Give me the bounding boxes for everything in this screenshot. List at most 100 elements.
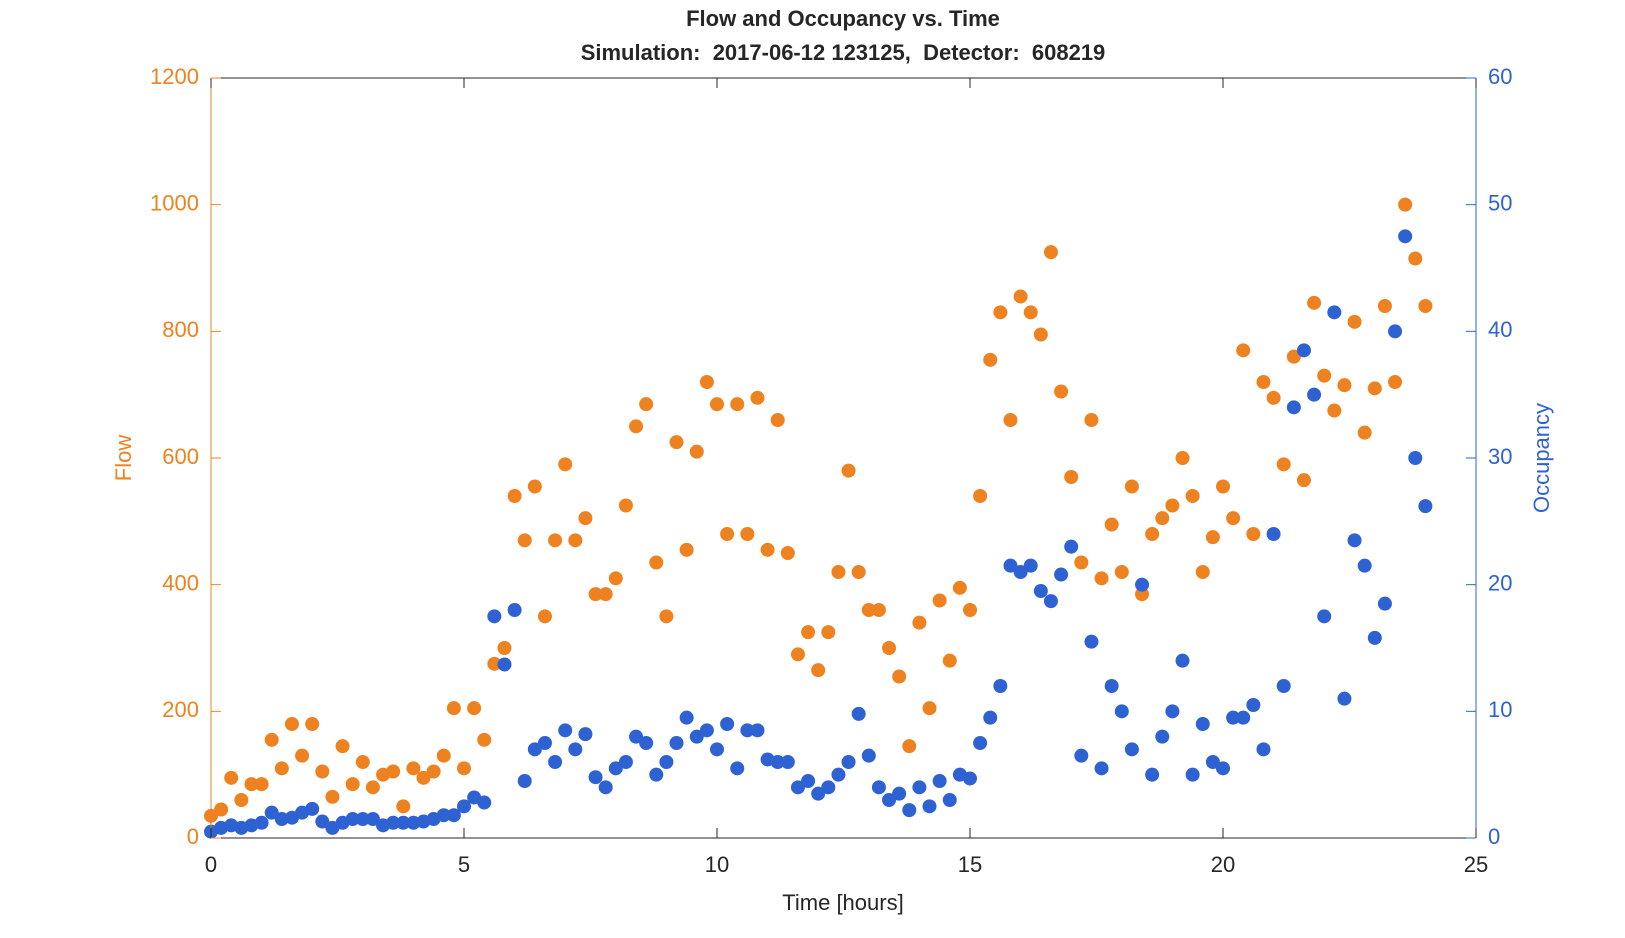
data-point: [730, 397, 745, 412]
x-tick-label: 5: [458, 852, 470, 877]
data-point: [598, 587, 613, 602]
data-point: [952, 580, 967, 595]
data-point: [1418, 499, 1433, 514]
data-point: [497, 641, 512, 655]
data-point: [548, 533, 563, 548]
data-point: [1104, 679, 1119, 693]
data-point: [1226, 511, 1241, 526]
data-point: [396, 799, 411, 814]
data-point: [477, 732, 492, 747]
data-point: [902, 739, 917, 754]
y2-tick-label: 20: [1488, 570, 1512, 595]
data-point: [882, 793, 897, 807]
y2-axis-label: Occupancy: [1529, 403, 1554, 513]
data-point: [1124, 742, 1139, 757]
y-axis-label: Flow: [111, 435, 136, 482]
data-point: [386, 764, 401, 779]
data-point: [1266, 527, 1281, 541]
data-point: [831, 565, 846, 579]
data-point: [1246, 698, 1261, 712]
data-point: [254, 777, 269, 792]
data-point: [720, 527, 735, 541]
data-point: [750, 390, 765, 405]
data-point: [457, 799, 471, 814]
data-point: [679, 542, 694, 557]
data-point: [214, 802, 229, 817]
data-point: [1175, 653, 1190, 668]
data-point: [679, 710, 694, 725]
data-point: [993, 679, 1008, 693]
data-point: [811, 663, 826, 678]
data-point: [760, 542, 775, 557]
data-point: [467, 701, 482, 716]
data-point: [710, 397, 724, 412]
y2-tick-label: 40: [1488, 317, 1512, 342]
data-point: [973, 489, 988, 503]
data-point: [355, 812, 370, 826]
data-point: [699, 723, 714, 738]
data-point: [1195, 565, 1210, 579]
data-point: [1043, 594, 1058, 609]
data-point: [1043, 245, 1058, 260]
data-point: [315, 764, 330, 779]
data-point: [1296, 473, 1311, 488]
data-point: [568, 533, 583, 548]
data-point: [942, 793, 957, 807]
data-point: [507, 489, 522, 503]
data-point: [1104, 517, 1119, 532]
y2-tick-label: 0: [1488, 824, 1500, 849]
data-point: [942, 653, 957, 668]
data-point: [730, 761, 745, 776]
data-point: [851, 706, 866, 721]
data-point: [750, 723, 765, 738]
data-point: [1114, 704, 1129, 719]
data-point: [1337, 691, 1352, 706]
data-point: [1074, 748, 1089, 763]
data-point: [1388, 324, 1403, 339]
data-point: [396, 815, 411, 830]
data-point: [618, 755, 633, 769]
data-point: [973, 736, 988, 750]
data-point: [780, 755, 795, 769]
data-point: [1418, 299, 1433, 313]
data-point: [608, 761, 623, 776]
y2-tick-label: 10: [1488, 697, 1512, 722]
data-point: [1064, 470, 1079, 484]
data-point: [629, 419, 644, 434]
data-point: [770, 413, 785, 427]
data-point: [345, 812, 360, 826]
data-point: [264, 732, 279, 747]
data-point: [1357, 425, 1372, 440]
data-point: [740, 527, 755, 541]
data-point: [1145, 527, 1160, 541]
data-point: [983, 352, 998, 367]
data-point: [963, 603, 977, 617]
data-point: [790, 647, 805, 662]
data-point: [295, 748, 310, 763]
data-point: [1276, 457, 1291, 472]
data-point: [770, 755, 785, 769]
data-point: [1175, 451, 1190, 465]
x-axis-label: Time [hours]: [782, 890, 903, 915]
data-point: [963, 771, 977, 786]
data-point: [1145, 767, 1160, 782]
data-point: [669, 736, 684, 750]
data-point: [659, 755, 674, 769]
data-point: [537, 609, 552, 624]
data-point: [1013, 565, 1028, 579]
data-point: [1216, 761, 1230, 776]
data-point: [811, 786, 826, 801]
data-point: [659, 609, 674, 624]
data-point: [365, 780, 380, 795]
data-point: [1135, 577, 1150, 592]
x-tick-label: 25: [1464, 852, 1488, 877]
data-point: [1286, 400, 1301, 415]
data-point: [345, 777, 360, 792]
data-point: [1003, 558, 1018, 573]
data-point: [1256, 742, 1271, 757]
data-point: [1205, 530, 1220, 545]
data-point: [517, 774, 532, 788]
data-point: [1003, 413, 1018, 427]
data-point: [487, 656, 502, 671]
data-point: [1286, 349, 1301, 364]
